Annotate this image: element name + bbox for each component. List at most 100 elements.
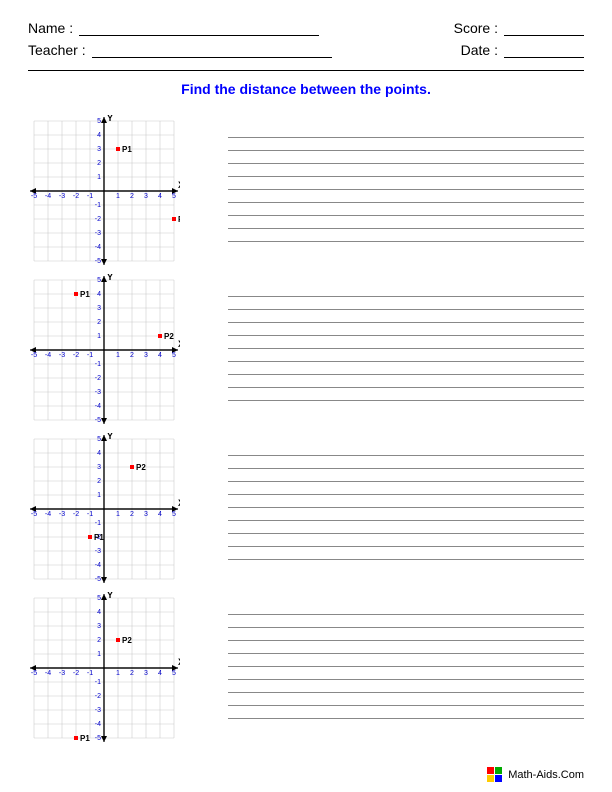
problem-row: -5-5-4-4-3-3-2-2-1-11122334455XYP1P2 — [28, 592, 584, 737]
svg-text:X: X — [178, 657, 180, 667]
svg-text:-2: -2 — [95, 216, 101, 223]
svg-text:-2: -2 — [95, 693, 101, 700]
svg-text:-1: -1 — [95, 202, 101, 209]
svg-text:3: 3 — [97, 464, 101, 471]
svg-text:-3: -3 — [95, 230, 101, 237]
plot-point — [116, 638, 120, 642]
answer-line[interactable] — [228, 546, 584, 547]
answer-line[interactable] — [228, 335, 584, 336]
svg-text:4: 4 — [158, 670, 162, 677]
header-row-1: Name : Score : — [28, 20, 584, 36]
svg-text:-3: -3 — [59, 193, 65, 200]
svg-text:3: 3 — [97, 305, 101, 312]
teacher-blank[interactable] — [92, 42, 332, 58]
svg-text:3: 3 — [97, 146, 101, 153]
answer-line[interactable] — [228, 309, 584, 310]
svg-text:Y: Y — [107, 274, 113, 282]
svg-text:-2: -2 — [73, 511, 79, 518]
answer-line[interactable] — [228, 400, 584, 401]
svg-text:1: 1 — [97, 174, 101, 181]
svg-text:-1: -1 — [95, 679, 101, 686]
answer-lines — [228, 610, 584, 719]
svg-text:-4: -4 — [95, 403, 101, 410]
answer-line[interactable] — [228, 559, 584, 560]
answer-line[interactable] — [228, 296, 584, 297]
problem-row: -5-5-4-4-3-3-2-2-1-11122334455XYP1P2 — [28, 433, 584, 578]
svg-text:1: 1 — [116, 511, 120, 518]
answer-line[interactable] — [228, 228, 584, 229]
svg-text:-3: -3 — [95, 389, 101, 396]
svg-text:1: 1 — [116, 352, 120, 359]
teacher-field: Teacher : — [28, 42, 332, 58]
answer-line[interactable] — [228, 361, 584, 362]
answer-line[interactable] — [228, 692, 584, 693]
svg-text:-4: -4 — [45, 670, 51, 677]
answer-line[interactable] — [228, 189, 584, 190]
svg-text:-1: -1 — [95, 361, 101, 368]
answer-line[interactable] — [228, 494, 584, 495]
grid-wrap: -5-5-4-4-3-3-2-2-1-11122334455XYP1P2 — [28, 115, 188, 260]
svg-text:X: X — [178, 180, 180, 190]
svg-text:-4: -4 — [95, 244, 101, 251]
name-blank[interactable] — [79, 20, 319, 36]
answer-line[interactable] — [228, 533, 584, 534]
header-row-2: Teacher : Date : — [28, 42, 584, 58]
answer-line[interactable] — [228, 348, 584, 349]
answer-line[interactable] — [228, 627, 584, 628]
svg-text:5: 5 — [97, 436, 101, 443]
svg-text:5: 5 — [97, 595, 101, 602]
svg-text:-2: -2 — [73, 193, 79, 200]
svg-text:-1: -1 — [95, 520, 101, 527]
answer-line[interactable] — [228, 241, 584, 242]
svg-text:-4: -4 — [95, 721, 101, 728]
answer-line[interactable] — [228, 679, 584, 680]
problem-row: -5-5-4-4-3-3-2-2-1-11122334455XYP1P2 — [28, 274, 584, 419]
answer-line[interactable] — [228, 481, 584, 482]
svg-text:1: 1 — [97, 651, 101, 658]
svg-text:3: 3 — [144, 352, 148, 359]
answer-line[interactable] — [228, 640, 584, 641]
svg-text:2: 2 — [97, 160, 101, 167]
answer-line[interactable] — [228, 718, 584, 719]
svg-text:4: 4 — [158, 511, 162, 518]
answer-line[interactable] — [228, 374, 584, 375]
answer-lines — [228, 451, 584, 560]
worksheet-header: Name : Score : Teacher : Date : — [28, 20, 584, 58]
answer-line[interactable] — [228, 202, 584, 203]
answer-line[interactable] — [228, 468, 584, 469]
svg-text:-1: -1 — [87, 193, 93, 200]
svg-text:Y: Y — [107, 433, 113, 441]
answer-line[interactable] — [228, 150, 584, 151]
problems-container: -5-5-4-4-3-3-2-2-1-11122334455XYP1P2-5-5… — [28, 115, 584, 737]
coordinate-grid: -5-5-4-4-3-3-2-2-1-11122334455XYP1P2 — [28, 433, 180, 585]
answer-line[interactable] — [228, 520, 584, 521]
svg-text:-5: -5 — [95, 576, 101, 583]
date-blank[interactable] — [504, 42, 584, 58]
svg-text:4: 4 — [158, 193, 162, 200]
answer-line[interactable] — [228, 176, 584, 177]
svg-text:-5: -5 — [95, 417, 101, 424]
answer-line[interactable] — [228, 455, 584, 456]
header-divider — [28, 70, 584, 71]
plot-point — [158, 334, 162, 338]
svg-text:3: 3 — [144, 511, 148, 518]
svg-text:-1: -1 — [87, 511, 93, 518]
answer-line[interactable] — [228, 215, 584, 216]
svg-text:1: 1 — [116, 193, 120, 200]
answer-line[interactable] — [228, 137, 584, 138]
answer-line[interactable] — [228, 666, 584, 667]
answer-line[interactable] — [228, 705, 584, 706]
answer-line[interactable] — [228, 507, 584, 508]
score-blank[interactable] — [504, 20, 584, 36]
answer-line[interactable] — [228, 322, 584, 323]
answer-line[interactable] — [228, 653, 584, 654]
svg-text:-4: -4 — [45, 352, 51, 359]
svg-text:-2: -2 — [95, 375, 101, 382]
svg-text:-3: -3 — [95, 707, 101, 714]
answer-line[interactable] — [228, 163, 584, 164]
svg-text:X: X — [178, 339, 180, 349]
answer-line[interactable] — [228, 387, 584, 388]
coordinate-grid: -5-5-4-4-3-3-2-2-1-11122334455XYP1P2 — [28, 274, 180, 426]
answer-line[interactable] — [228, 614, 584, 615]
svg-text:1: 1 — [97, 492, 101, 499]
